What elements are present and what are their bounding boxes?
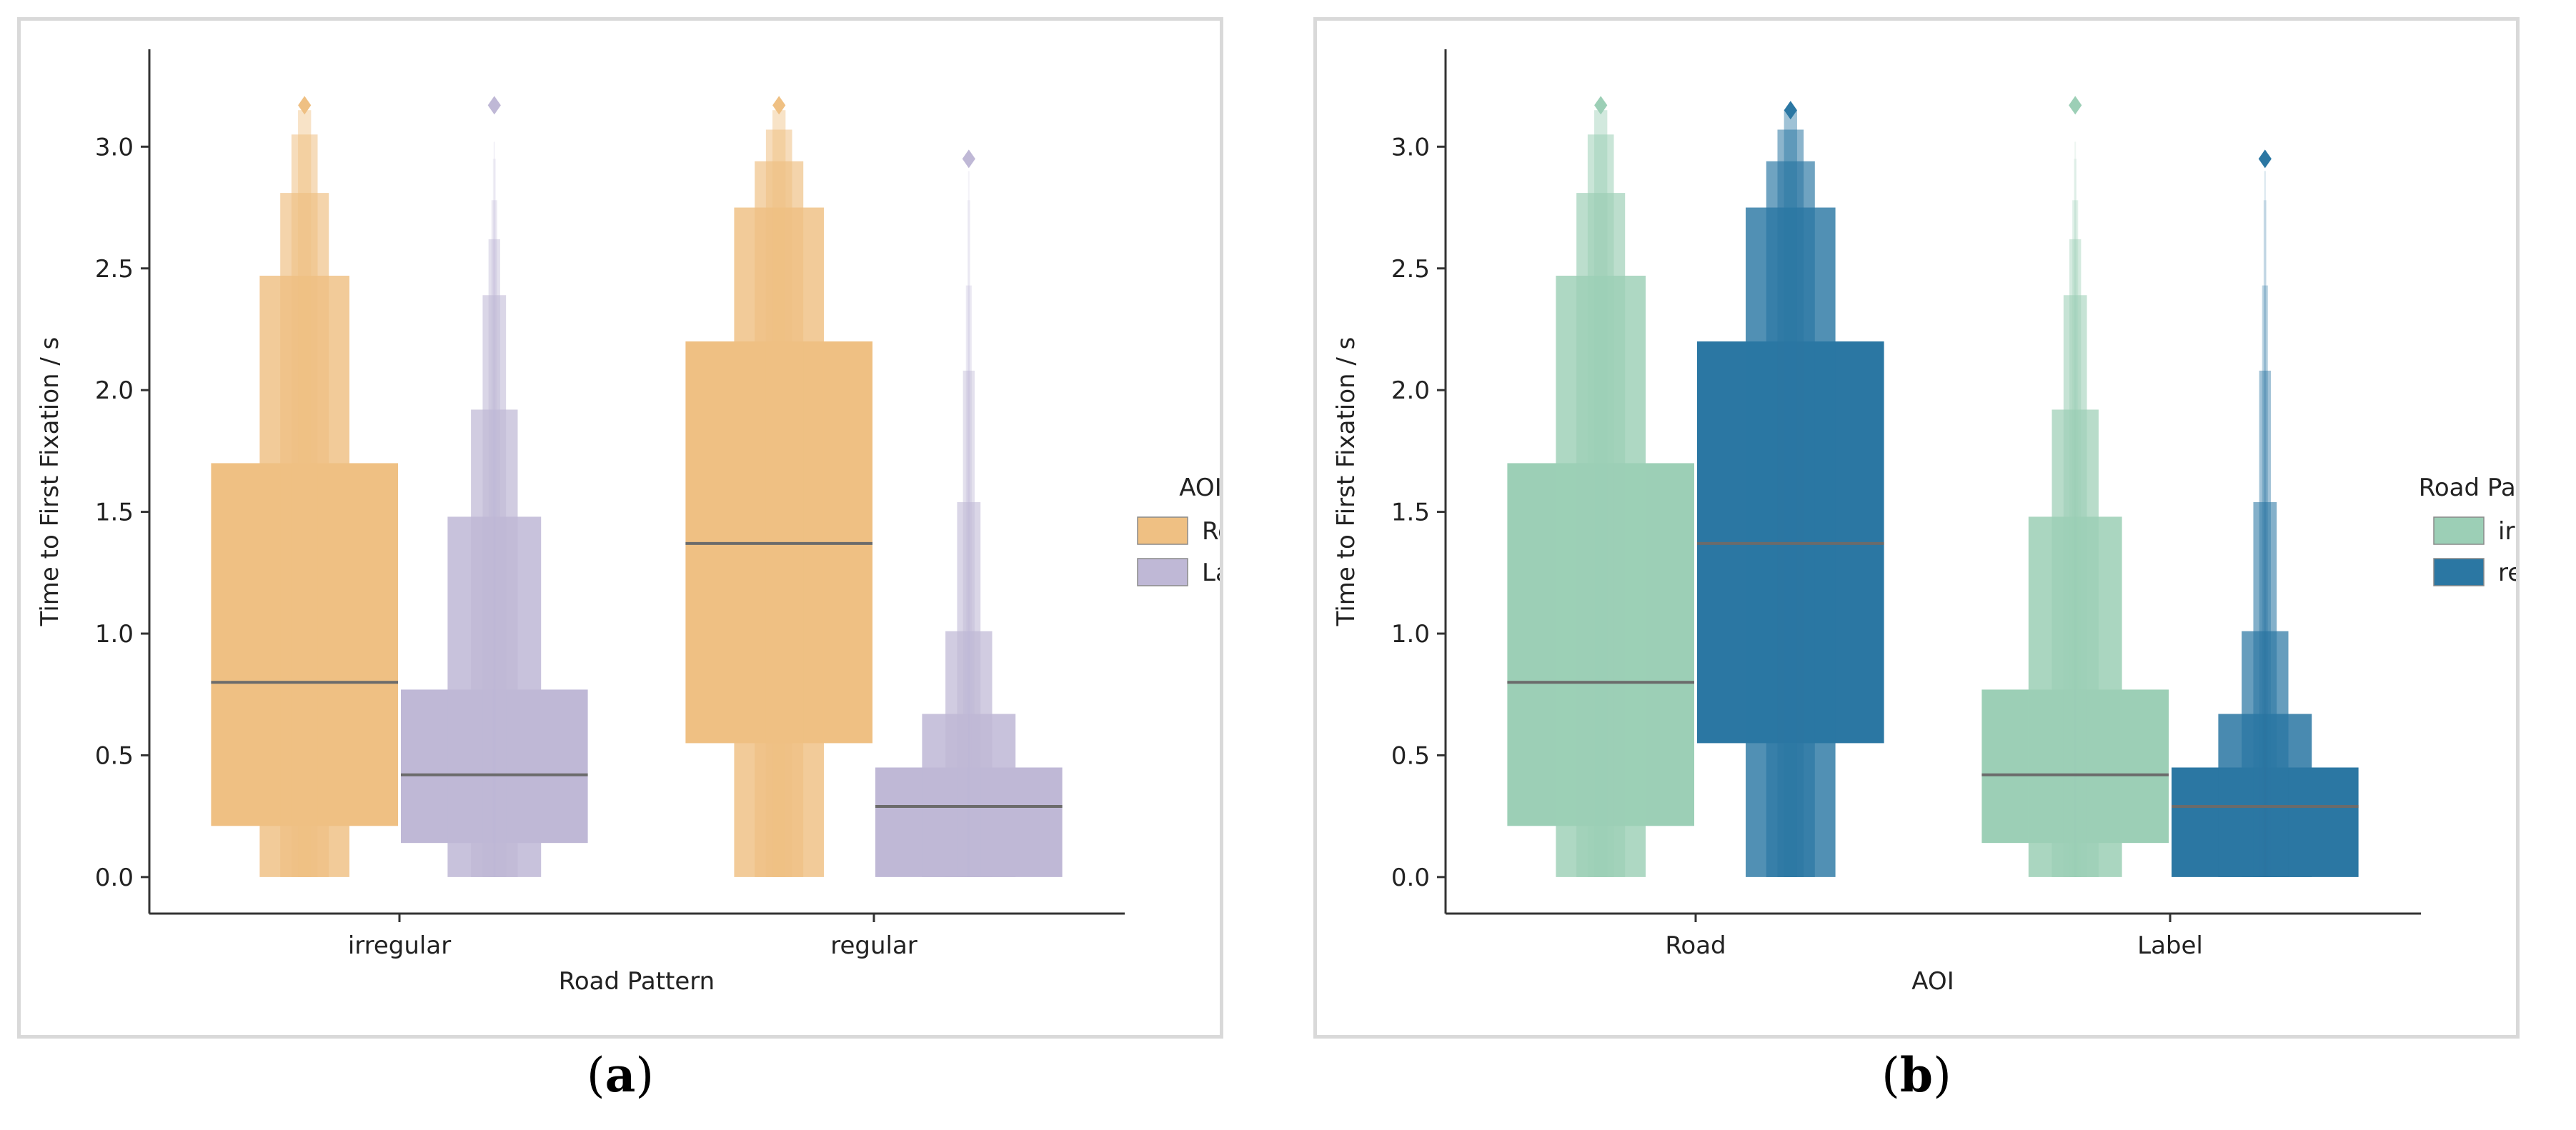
boxen-box — [965, 285, 972, 877]
y-axis-title: Time to First Fixation / s — [1332, 337, 1361, 627]
boxen-box — [491, 200, 497, 877]
boxen-box — [968, 171, 970, 877]
legend-swatch — [2433, 558, 2485, 586]
outlier-diamond — [772, 96, 786, 115]
boxen-box — [2259, 370, 2271, 877]
legend-entry: irregular — [2498, 517, 2516, 546]
boxen-box — [2262, 285, 2268, 877]
y-tick-label: 0.5 — [1391, 741, 1430, 770]
boxen-box — [2264, 171, 2266, 877]
outlier-diamond — [1594, 96, 1608, 115]
boxen-box — [1784, 110, 1797, 877]
y-tick-label: 2.5 — [95, 255, 134, 284]
boxen-box — [492, 159, 496, 877]
boxen-box — [482, 295, 507, 877]
boxen-box — [2253, 501, 2277, 877]
outlier-diamond — [2258, 149, 2272, 169]
y-axis-title: Time to First Fixation / s — [36, 337, 64, 627]
boxen-box — [2263, 200, 2267, 877]
legend-entry: regular — [2498, 559, 2516, 587]
outlier-diamond — [2069, 96, 2082, 115]
y-tick-label: 0.5 — [95, 741, 134, 770]
legend-title: Road Pattern — [2419, 474, 2516, 502]
x-axis-title: AOI — [1911, 967, 1954, 996]
y-tick-label: 0.0 — [95, 864, 134, 892]
outlier-diamond — [962, 149, 975, 169]
boxen-box — [772, 110, 786, 877]
boxen-box — [291, 134, 318, 877]
boxen-box — [2074, 159, 2077, 877]
boxen-box — [2074, 141, 2077, 877]
boxen-box — [1594, 110, 1608, 877]
x-tick-label: Label — [2137, 931, 2203, 960]
boxen-box — [493, 141, 495, 877]
boxen-box — [1587, 134, 1614, 877]
y-tick-label: 3.0 — [1391, 133, 1430, 161]
boxen-box — [298, 110, 312, 877]
x-tick-label: Road — [1665, 931, 1726, 960]
boxen-box — [963, 370, 975, 877]
boxen-box — [2063, 295, 2087, 877]
legend-swatch — [1137, 558, 1188, 586]
boxen-box — [765, 129, 792, 877]
y-tick-label: 1.0 — [1391, 620, 1430, 649]
boxen-chart-a: 0.0 0.5 1.0 1.5 2.0 2.5 3.0 irregular regular Roa… — [36, 49, 1220, 996]
x-tick-label: regular — [830, 931, 917, 960]
outlier-diamond — [298, 96, 312, 115]
y-tick-label: 1.0 — [95, 620, 134, 649]
x-axis-title: Road Pattern — [559, 967, 715, 996]
boxen-box — [2069, 239, 2082, 877]
boxen-chart-b: 0.0 0.5 1.0 1.5 2.0 2.5 3.0 Road Label AOI Time to… — [1332, 49, 2516, 996]
panel-label-b: (b) — [1881, 1047, 1951, 1103]
boxen-box — [957, 501, 981, 877]
boxen-box — [2072, 200, 2079, 877]
chart-panel-b: 0.0 0.5 1.0 1.5 2.0 2.5 3.0 Road Label AOI Time to… — [1313, 17, 2520, 1039]
boxen-box — [967, 200, 970, 877]
y-tick-label: 2.0 — [1391, 376, 1430, 405]
outlier-diamond — [1784, 101, 1797, 120]
outlier-diamond — [487, 96, 501, 115]
panel-label-a: (a) — [586, 1047, 655, 1103]
boxen-box — [488, 239, 500, 877]
y-tick-label: 2.0 — [95, 376, 134, 405]
y-tick-label: 0.0 — [1391, 864, 1430, 892]
legend-entry: Label — [1202, 559, 1220, 587]
y-tick-label: 1.5 — [95, 499, 134, 527]
boxen-box — [1777, 129, 1804, 877]
legend-swatch — [2433, 516, 2485, 545]
legend-title: AOI — [1179, 474, 1220, 502]
y-tick-label: 3.0 — [95, 133, 134, 161]
y-tick-label: 2.5 — [1391, 255, 1430, 284]
x-tick-label: irregular — [348, 931, 451, 960]
legend-entry: Road — [1202, 517, 1220, 546]
legend-swatch — [1137, 516, 1188, 545]
y-tick-label: 1.5 — [1391, 499, 1430, 527]
chart-panel-a: 0.0 0.5 1.0 1.5 2.0 2.5 3.0 irregular regular Roa… — [17, 17, 1223, 1039]
